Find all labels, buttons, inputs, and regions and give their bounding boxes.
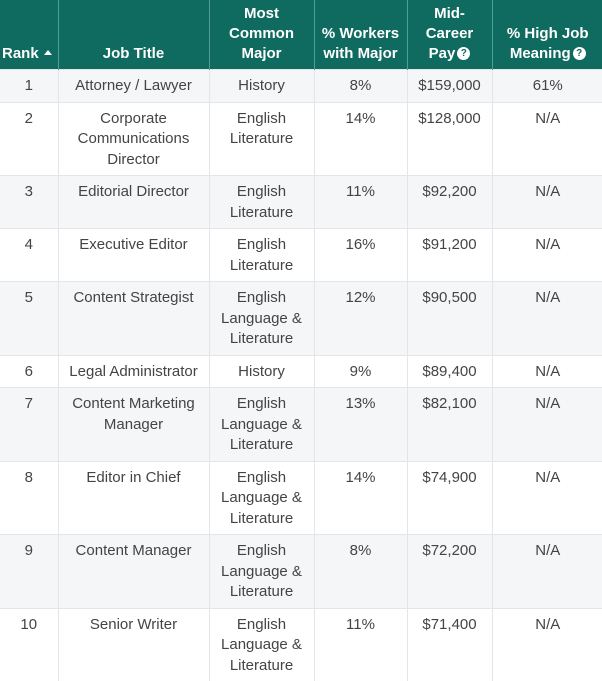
cell-rank: 10 [0, 608, 58, 681]
cell-workers: 8% [314, 70, 407, 103]
cell-pay: $74,900 [407, 461, 492, 535]
cell-workers: 9% [314, 355, 407, 388]
column-header-label: Pay [429, 45, 456, 62]
cell-meaning: N/A [492, 176, 602, 229]
cell-pay: $71,400 [407, 608, 492, 681]
cell-meaning: N/A [492, 608, 602, 681]
cell-rank: 5 [0, 282, 58, 356]
table-row: 8 Editor in Chief English Language & Lit… [0, 461, 602, 535]
column-header-major[interactable]: Most Common Major [209, 0, 314, 70]
cell-major: English Literature [209, 229, 314, 282]
cell-rank: 6 [0, 355, 58, 388]
table-row: 9 Content Manager English Language & Lit… [0, 535, 602, 609]
help-icon[interactable]: ? [573, 47, 586, 60]
cell-major: English Language & Literature [209, 535, 314, 609]
cell-rank: 7 [0, 388, 58, 462]
cell-major: History [209, 70, 314, 103]
cell-major: English Language & Literature [209, 608, 314, 681]
cell-pay: $91,200 [407, 229, 492, 282]
cell-pay: $128,000 [407, 102, 492, 176]
cell-pay: $90,500 [407, 282, 492, 356]
column-header-label: % Workers [322, 25, 399, 42]
cell-rank: 3 [0, 176, 58, 229]
column-header-label: Career [426, 25, 474, 42]
cell-rank: 1 [0, 70, 58, 103]
table-row: 1 Attorney / Lawyer History 8% $159,000 … [0, 70, 602, 103]
cell-pay: $72,200 [407, 535, 492, 609]
cell-meaning: 61% [492, 70, 602, 103]
cell-job-title: Content Marketing Manager [58, 388, 209, 462]
cell-major: History [209, 355, 314, 388]
cell-pay: $82,100 [407, 388, 492, 462]
cell-workers: 11% [314, 608, 407, 681]
cell-workers: 13% [314, 388, 407, 462]
cell-workers: 14% [314, 102, 407, 176]
table-row: 2 Corporate Communications Director Engl… [0, 102, 602, 176]
cell-job-title: Legal Administrator [58, 355, 209, 388]
column-header-label: Major [241, 45, 281, 62]
table-body: 1 Attorney / Lawyer History 8% $159,000 … [0, 70, 602, 681]
cell-job-title: Corporate Communications Director [58, 102, 209, 176]
column-header-label: Job Title [103, 45, 164, 62]
cell-rank: 4 [0, 229, 58, 282]
cell-job-title: Editor in Chief [58, 461, 209, 535]
column-header-rank[interactable]: Rank [0, 0, 58, 70]
cell-meaning: N/A [492, 229, 602, 282]
column-header-job-title[interactable]: Job Title [58, 0, 209, 70]
cell-rank: 9 [0, 535, 58, 609]
column-header-label: Common [229, 25, 294, 42]
cell-major: English Literature [209, 102, 314, 176]
table-row: 10 Senior Writer English Language & Lite… [0, 608, 602, 681]
column-header-label: Most [244, 5, 279, 22]
table-row: 4 Executive Editor English Literature 16… [0, 229, 602, 282]
column-header-label: % High Job [507, 25, 589, 42]
cell-job-title: Executive Editor [58, 229, 209, 282]
cell-major: English Language & Literature [209, 388, 314, 462]
column-header-label: Rank [2, 45, 39, 62]
cell-meaning: N/A [492, 388, 602, 462]
cell-meaning: N/A [492, 355, 602, 388]
cell-workers: 8% [314, 535, 407, 609]
cell-pay: $89,400 [407, 355, 492, 388]
column-header-label: Mid- [434, 5, 465, 22]
cell-job-title: Senior Writer [58, 608, 209, 681]
cell-job-title: Attorney / Lawyer [58, 70, 209, 103]
table-row: 7 Content Marketing Manager English Lang… [0, 388, 602, 462]
cell-job-title: Content Strategist [58, 282, 209, 356]
sort-ascending-icon[interactable] [44, 50, 52, 55]
cell-major: English Language & Literature [209, 282, 314, 356]
cell-meaning: N/A [492, 102, 602, 176]
cell-major: English Language & Literature [209, 461, 314, 535]
cell-workers: 11% [314, 176, 407, 229]
cell-rank: 8 [0, 461, 58, 535]
column-header-label: with Major [323, 45, 397, 62]
cell-job-title: Editorial Director [58, 176, 209, 229]
table-header: Rank Job Title Most Common Major % Workers… [0, 0, 602, 70]
cell-meaning: N/A [492, 282, 602, 356]
column-header-label: Meaning [510, 45, 571, 62]
cell-rank: 2 [0, 102, 58, 176]
cell-workers: 12% [314, 282, 407, 356]
help-icon[interactable]: ? [457, 47, 470, 60]
cell-workers: 14% [314, 461, 407, 535]
table-row: 6 Legal Administrator History 9% $89,400… [0, 355, 602, 388]
column-header-meaning[interactable]: % High Job Meaning? [492, 0, 602, 70]
table-row: 3 Editorial Director English Literature … [0, 176, 602, 229]
cell-workers: 16% [314, 229, 407, 282]
cell-meaning: N/A [492, 461, 602, 535]
cell-pay: $159,000 [407, 70, 492, 103]
table-row: 5 Content Strategist English Language & … [0, 282, 602, 356]
column-header-pay[interactable]: Mid- Career Pay? [407, 0, 492, 70]
cell-job-title: Content Manager [58, 535, 209, 609]
cell-pay: $92,200 [407, 176, 492, 229]
cell-meaning: N/A [492, 535, 602, 609]
cell-major: English Literature [209, 176, 314, 229]
column-header-workers[interactable]: % Workers with Major [314, 0, 407, 70]
